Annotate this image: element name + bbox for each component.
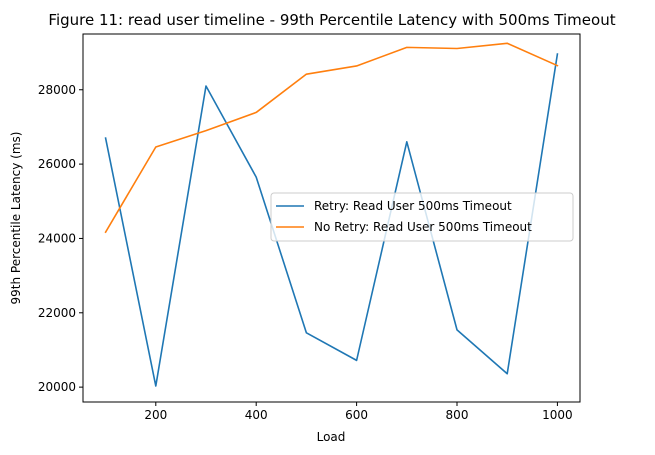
x-tick-label: 200	[144, 408, 167, 422]
x-tick-label: 600	[345, 408, 368, 422]
legend-label-2: No Retry: Read User 500ms Timeout	[314, 220, 532, 234]
plot-area: 200 400 600 800 1000 20000 22000 24000 26000 2800…	[38, 42, 573, 422]
plot-frame	[82, 33, 581, 403]
y-tick-label: 24000	[38, 231, 76, 245]
legend: Retry: Read User 500ms Timeout No Retry: …	[270, 192, 574, 242]
x-tick-label: 800	[446, 408, 469, 422]
legend-box	[270, 192, 574, 242]
y-tick-label: 28000	[38, 83, 76, 97]
series-line-1	[104, 53, 559, 387]
series-line-2	[104, 42, 559, 234]
chart-title: Figure 11: read user timeline - 99th Per…	[48, 11, 615, 29]
x-tick-label: 1000	[542, 408, 573, 422]
x-axis-label: Load	[317, 430, 346, 444]
y-tick-label: 20000	[38, 380, 76, 394]
legend-label-1: Retry: Read User 500ms Timeout	[314, 199, 512, 213]
y-tick-label: 22000	[38, 306, 76, 320]
x-tick-label: 400	[245, 408, 268, 422]
y-axis-label: 99th Percentile Latency (ms)	[9, 132, 23, 305]
y-tick-label: 26000	[38, 157, 76, 171]
